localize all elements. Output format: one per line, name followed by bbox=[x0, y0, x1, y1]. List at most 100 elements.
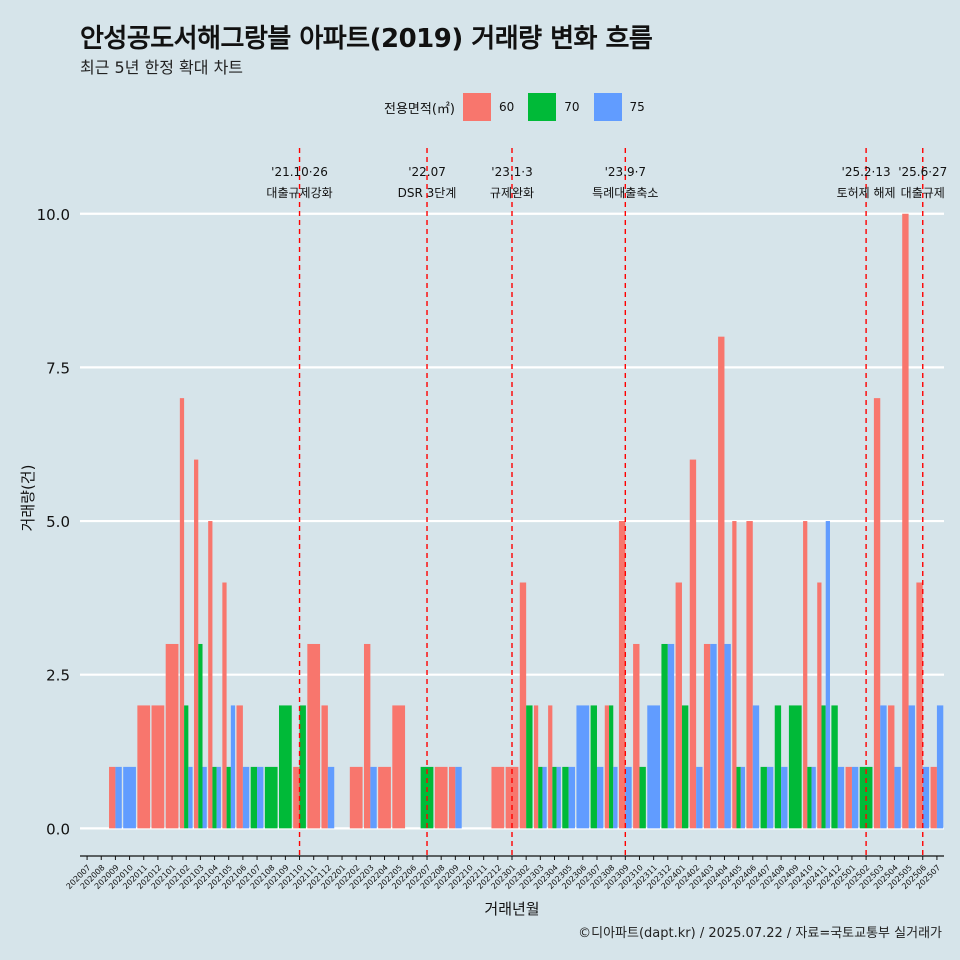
bar-70-202108 bbox=[264, 766, 278, 829]
bar-75-202407 bbox=[766, 766, 774, 829]
bar-60-202208 bbox=[434, 766, 448, 829]
legend-title: 전용면적(㎡) bbox=[384, 101, 455, 117]
bar-75-202309 bbox=[625, 766, 632, 829]
bar-70-202304 bbox=[552, 766, 557, 829]
bar-70-202110 bbox=[299, 705, 306, 829]
bar-60-202101 bbox=[165, 643, 179, 829]
bar-75-202103 bbox=[202, 766, 207, 829]
bar-75-202312 bbox=[667, 643, 675, 829]
bar-60-202103 bbox=[194, 459, 199, 829]
bar-60-202505 bbox=[902, 213, 909, 829]
y-axis-title: 거래량(건) bbox=[19, 465, 37, 532]
bar-60-202401 bbox=[675, 582, 682, 829]
legend-swatch-70 bbox=[528, 93, 557, 121]
legend-label-75: 75 bbox=[629, 100, 645, 114]
bar-75-202102 bbox=[188, 766, 193, 829]
bar-70-202409 bbox=[788, 705, 802, 829]
source-caption: ©디아파트(dapt.kr) / 2025.07.22 / 자료=국토교통부 실… bbox=[578, 926, 942, 941]
bar-75-202404 bbox=[724, 643, 731, 829]
event-label: 토허제 해제 bbox=[837, 186, 896, 200]
bar-70-202310 bbox=[639, 766, 646, 829]
bar-75-202406 bbox=[752, 705, 760, 829]
bar-60-202501 bbox=[845, 766, 852, 829]
bar-75-202305 bbox=[568, 766, 576, 829]
bar-70-202103 bbox=[198, 643, 203, 829]
bar-60-202203 bbox=[363, 643, 371, 829]
bar-75-202504 bbox=[894, 766, 901, 829]
bar-75-202009 bbox=[115, 766, 122, 829]
bar-60-202403 bbox=[703, 643, 711, 829]
bar-70-202107 bbox=[250, 766, 258, 829]
legend: 전용면적(㎡) 60 70 75 bbox=[384, 92, 659, 122]
bar-75-202107 bbox=[257, 766, 264, 829]
bar-70-202411 bbox=[821, 705, 826, 829]
bar-75-202410 bbox=[811, 766, 816, 829]
bar-60-202112 bbox=[321, 705, 328, 829]
bar-70-202308 bbox=[609, 705, 614, 829]
bar-75-202106 bbox=[242, 766, 250, 829]
bar-60-202204 bbox=[378, 766, 391, 829]
bar-60-202110 bbox=[293, 766, 300, 829]
bar-75-202403 bbox=[710, 643, 717, 829]
bar-70-202405 bbox=[736, 766, 741, 829]
bar-60-202411 bbox=[817, 582, 822, 829]
y-tick-label: 7.5 bbox=[46, 359, 70, 377]
bar-60-202209 bbox=[448, 766, 456, 829]
bar-60-202406 bbox=[746, 521, 753, 829]
bar-70-202109 bbox=[279, 705, 292, 829]
bar-60-202303 bbox=[533, 705, 539, 829]
bar-60-202012 bbox=[151, 705, 165, 829]
bar-75-202304 bbox=[556, 766, 561, 829]
bar-60-202111 bbox=[307, 643, 321, 829]
bar-75-202105 bbox=[230, 705, 236, 829]
bar-75-202112 bbox=[327, 766, 335, 829]
bar-60-202504 bbox=[888, 705, 895, 829]
bar-60-202105 bbox=[222, 582, 227, 829]
bar-60-202308 bbox=[604, 705, 610, 829]
y-tick-label: 5.0 bbox=[46, 513, 70, 531]
bar-75-202505 bbox=[908, 705, 915, 829]
bar-60-202404 bbox=[718, 336, 725, 829]
bar-75-202311 bbox=[647, 705, 661, 829]
event-date: '21.10·26 bbox=[271, 165, 328, 179]
event-date: '25.6·27 bbox=[898, 165, 947, 179]
bar-75-202303 bbox=[542, 766, 547, 829]
legend-item-60: 60 bbox=[462, 93, 522, 121]
y-tick-label: 0.0 bbox=[46, 820, 70, 838]
event-date: '22.07 bbox=[408, 165, 446, 179]
bar-60-202309 bbox=[618, 521, 626, 829]
bar-75-202503 bbox=[880, 705, 887, 829]
bar-75-202104 bbox=[216, 766, 221, 829]
bar-70-202401 bbox=[681, 705, 689, 829]
bar-70-202407 bbox=[760, 766, 767, 829]
event-date: '23.1·3 bbox=[491, 165, 532, 179]
bar-75-202408 bbox=[781, 766, 788, 829]
bar-60-202212 bbox=[491, 766, 505, 829]
bar-70-202104 bbox=[212, 766, 217, 829]
bar-60-202205 bbox=[392, 705, 406, 829]
bar-70-202303 bbox=[538, 766, 543, 829]
legend-swatch-60 bbox=[462, 93, 491, 121]
bar-75-202203 bbox=[370, 766, 377, 829]
event-label: 규제완화 bbox=[490, 186, 534, 200]
bar-75-202306 bbox=[576, 705, 590, 829]
event-date: '25.2·13 bbox=[842, 165, 891, 179]
chart-title: 안성공도서해그랑블 아파트(2019) 거래량 변화 흐름 bbox=[80, 24, 653, 54]
bar-75-202307 bbox=[596, 766, 604, 829]
bar-70-202412 bbox=[831, 705, 838, 829]
bar-70-202408 bbox=[774, 705, 782, 829]
bar-70-202312 bbox=[661, 643, 668, 829]
bar-60-202011 bbox=[137, 705, 151, 829]
y-tick-label: 2.5 bbox=[46, 667, 70, 685]
event-label: 대출규제강화 bbox=[266, 186, 332, 200]
event-label: 특례대출축소 bbox=[592, 186, 658, 200]
legend-label-70: 70 bbox=[564, 100, 580, 114]
bar-60-202506 bbox=[916, 582, 923, 829]
bar-75-202405 bbox=[740, 766, 745, 829]
bar-70-202410 bbox=[807, 766, 812, 829]
bar-60-202507 bbox=[930, 766, 937, 829]
event-date: '23.9·7 bbox=[605, 165, 646, 179]
bar-60-202405 bbox=[732, 521, 737, 829]
bar-60-202009 bbox=[109, 766, 116, 829]
bar-60-202410 bbox=[803, 521, 808, 829]
